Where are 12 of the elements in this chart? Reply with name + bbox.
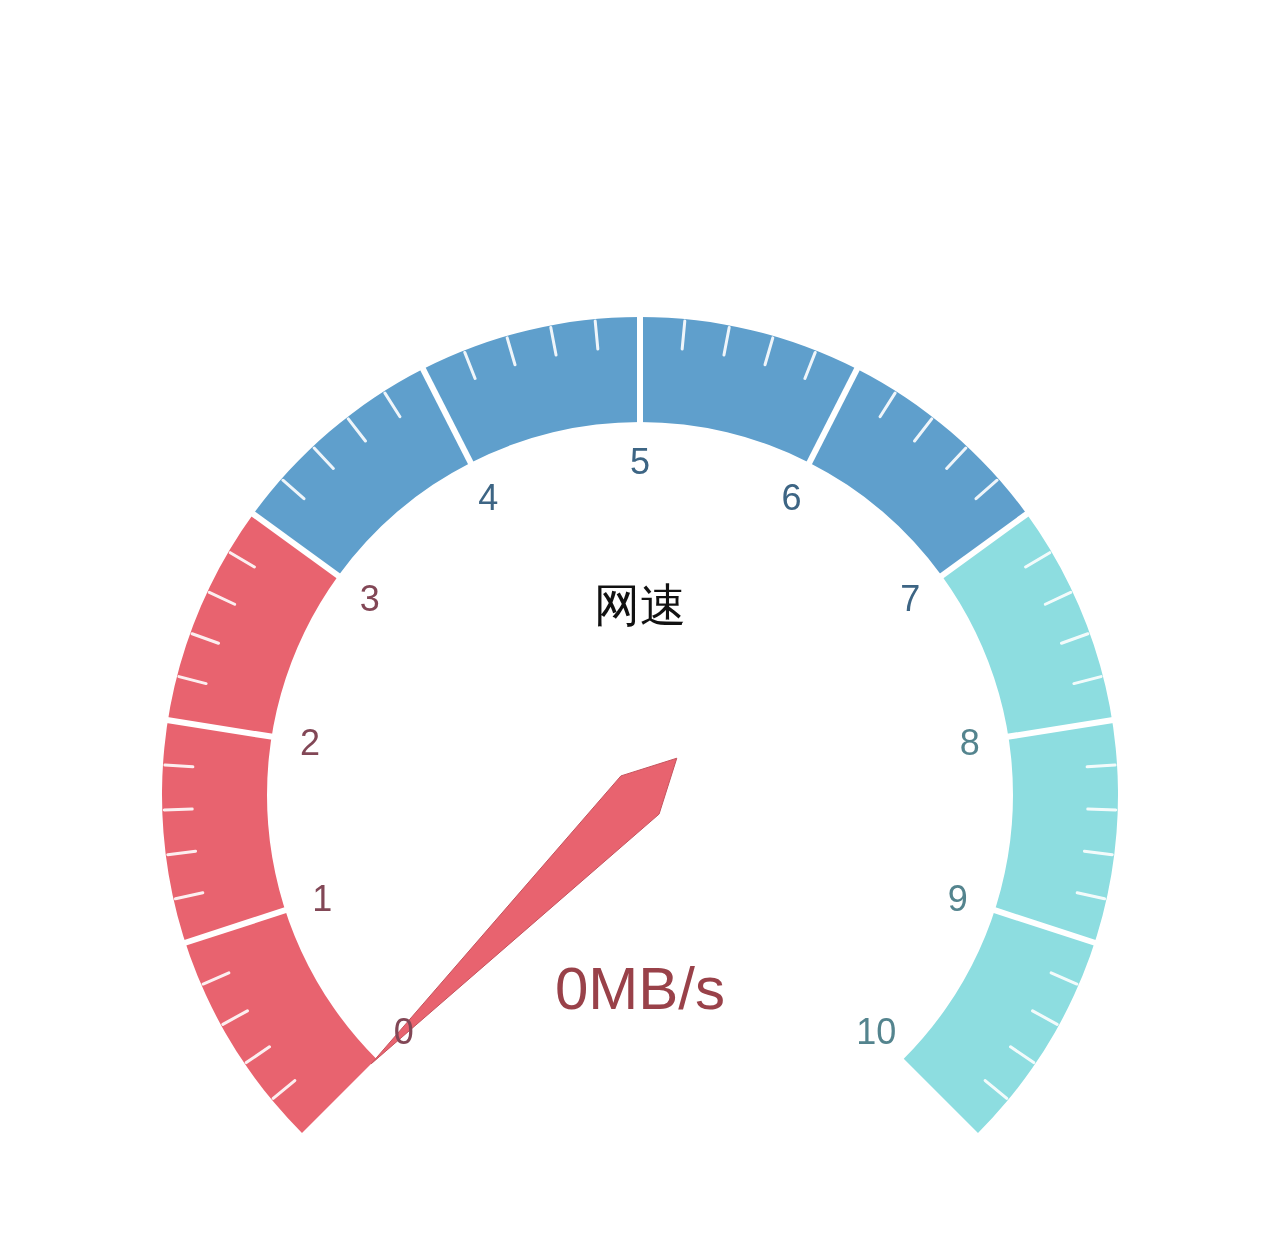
text: 网速 [594, 578, 686, 632]
text: 4 [478, 476, 499, 518]
text: 6 [781, 476, 802, 518]
text: 7 [900, 578, 921, 620]
text: 9 [947, 877, 968, 919]
text: 0MB/s [554, 954, 726, 1022]
text: 5 [629, 440, 651, 482]
text: 8 [959, 722, 980, 764]
text: 3 [359, 578, 380, 620]
text: 2 [300, 722, 321, 764]
text: 1 [312, 877, 333, 919]
text: 10 [856, 1010, 897, 1052]
